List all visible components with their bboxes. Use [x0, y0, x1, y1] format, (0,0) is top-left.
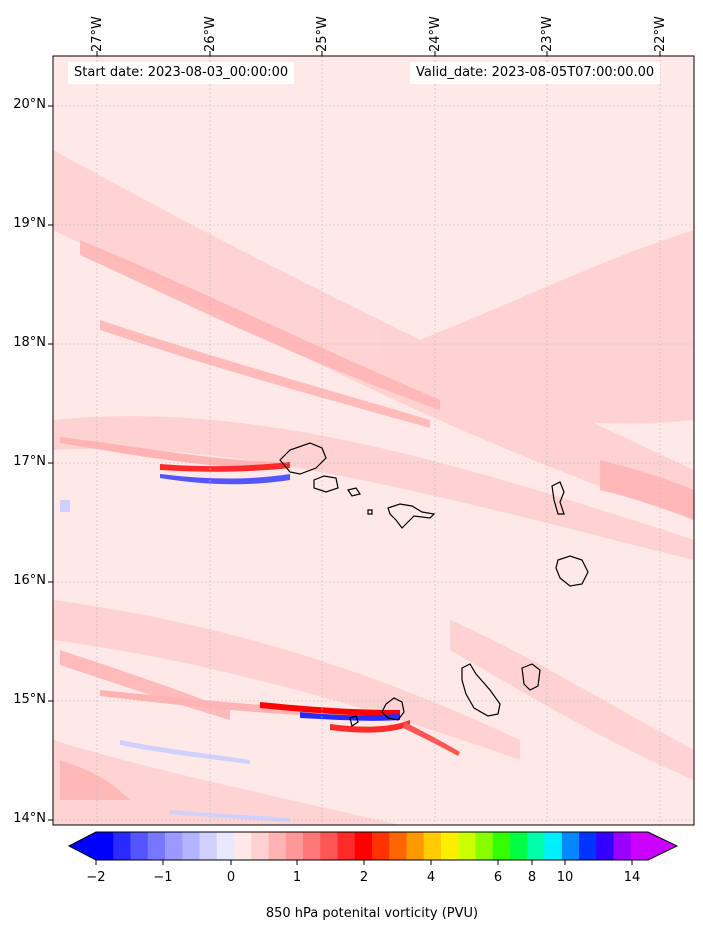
- colorbar-tick-label: 2: [359, 870, 369, 885]
- colorbar-tick-label: 6: [493, 870, 503, 885]
- island-brava: [349, 715, 359, 727]
- colorbar-tick-label: 0: [226, 870, 236, 885]
- colorbar-swatch: [527, 832, 545, 860]
- colorbar-title: 850 hPa potenital vorticity (PVU): [265, 906, 479, 921]
- graticule: [53, 56, 694, 825]
- colorbar-swatch: [458, 832, 476, 860]
- map-frame: [52, 55, 695, 826]
- colorbar-swatch: [406, 832, 425, 860]
- colorbar-tick-label: 1: [292, 870, 302, 885]
- colorbar-swatch: [372, 832, 390, 860]
- colorbar-tick-label: 10: [556, 870, 574, 885]
- colorbar-swatch: [561, 832, 580, 860]
- lon-label: 25°W: [315, 16, 330, 52]
- colorbar-swatch: [544, 832, 563, 860]
- colorbar-swatch: [96, 832, 114, 860]
- colorbar-swatch: [613, 832, 632, 860]
- colorbar-swatch: [354, 832, 373, 860]
- island-santa-luzia: [347, 487, 361, 497]
- island-raso: [367, 509, 373, 515]
- colorbar-tick-label: 8: [527, 870, 537, 885]
- colorbar: [67, 831, 679, 865]
- colorbar-swatch: [475, 832, 494, 860]
- colorbar-swatch: [441, 832, 459, 860]
- wake-south: [100, 690, 460, 756]
- colorbar-swatch: [596, 832, 614, 860]
- colorbar-swatch: [337, 832, 356, 860]
- colorbar-extend-min: [69, 832, 96, 860]
- pv-field-medium: [60, 240, 694, 800]
- pv-field-light: [53, 150, 694, 825]
- wake-north: [60, 437, 290, 485]
- lat-label: 16°N: [13, 573, 46, 588]
- colorbar-swatch: [268, 832, 287, 860]
- colorbar-swatch: [216, 832, 235, 860]
- axis-ticks: [48, 51, 661, 821]
- colorbar-swatch: [423, 832, 442, 860]
- lat-label: 19°N: [13, 216, 46, 231]
- colorbar-swatch: [165, 832, 183, 860]
- colorbar-swatch: [492, 832, 511, 860]
- lat-label: 17°N: [13, 454, 46, 469]
- colorbar-swatch: [251, 832, 269, 860]
- colorbar-swatch: [234, 832, 252, 860]
- colorbar-swatch: [579, 832, 597, 860]
- lon-label: 22°W: [653, 16, 668, 52]
- lon-label: 26°W: [203, 16, 218, 52]
- colorbar-swatch: [147, 832, 166, 860]
- pv-field-negative: [60, 500, 290, 822]
- island-sao-nicolau: [387, 503, 436, 529]
- island-santiago: [461, 663, 501, 717]
- lon-label: 27°W: [90, 16, 105, 52]
- island-santo-antao: [279, 442, 327, 475]
- coastlines: [279, 442, 589, 727]
- colorbar-swatch: [199, 832, 218, 860]
- colorbar-swatch: [303, 832, 321, 860]
- island-maio: [521, 663, 541, 691]
- valid-date-label: Valid_date: 2023-08-05T07:00:00.00: [410, 62, 661, 84]
- colorbar-tick-label: −2: [86, 870, 106, 885]
- lat-label: 15°N: [13, 692, 46, 707]
- colorbar-tick-label: −1: [153, 870, 173, 885]
- island-boa-vista: [555, 555, 589, 587]
- start-date-label: Start date: 2023-08-03_00:00:00: [68, 62, 295, 84]
- colorbar-swatch: [510, 832, 528, 860]
- colorbar-swatch: [389, 832, 407, 860]
- colorbar-tick-label: 4: [426, 870, 436, 885]
- colorbar-swatch: [113, 832, 131, 860]
- lat-label: 18°N: [13, 335, 46, 350]
- island-sal: [551, 481, 565, 515]
- lon-label: 24°W: [428, 16, 443, 52]
- island-sao-vicente: [313, 475, 339, 493]
- lon-label: 23°W: [540, 16, 555, 52]
- colorbar-extend-max: [648, 832, 677, 860]
- colorbar-swatch: [130, 832, 149, 860]
- colorbar-swatch: [285, 832, 304, 860]
- colorbar-tick-label: 14: [623, 870, 641, 885]
- colorbar-swatch: [182, 832, 200, 860]
- colorbar-swatch: [320, 832, 338, 860]
- lat-label: 20°N: [13, 97, 46, 112]
- colorbar-swatch: [630, 832, 649, 860]
- island-fogo: [381, 697, 405, 721]
- lat-label: 14°N: [13, 811, 46, 826]
